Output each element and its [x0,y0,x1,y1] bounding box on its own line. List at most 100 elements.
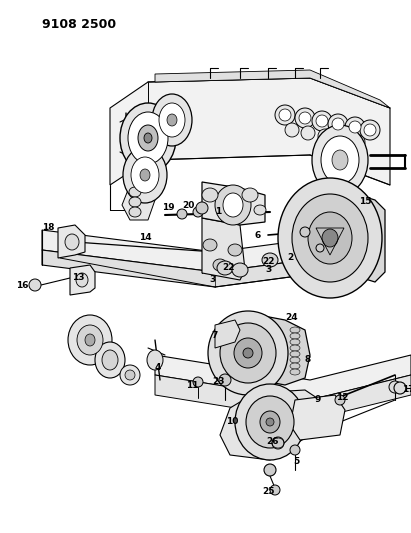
Polygon shape [202,218,245,280]
Text: 14: 14 [139,233,151,243]
Ellipse shape [129,207,141,217]
Ellipse shape [144,133,152,143]
Ellipse shape [220,323,276,383]
Ellipse shape [312,125,368,195]
Polygon shape [155,355,411,400]
Text: 18: 18 [42,223,54,232]
Ellipse shape [203,239,217,251]
Ellipse shape [332,118,344,130]
Ellipse shape [242,188,258,202]
Ellipse shape [159,103,185,137]
Ellipse shape [364,124,376,136]
Ellipse shape [76,273,88,287]
Ellipse shape [202,188,218,202]
Ellipse shape [228,244,242,256]
Text: 6: 6 [255,230,261,239]
Ellipse shape [65,234,79,250]
Circle shape [272,437,284,449]
Text: 8: 8 [305,356,311,365]
Ellipse shape [290,351,300,357]
Text: 10: 10 [226,417,238,426]
Ellipse shape [152,94,192,146]
Ellipse shape [196,202,208,214]
Polygon shape [122,185,155,220]
Text: 25: 25 [262,488,274,497]
Circle shape [300,227,310,237]
Ellipse shape [262,253,278,267]
Polygon shape [290,395,345,440]
Polygon shape [220,390,325,460]
Circle shape [120,365,140,385]
Text: 13: 13 [72,273,84,282]
Text: 5: 5 [293,457,299,466]
Text: 3: 3 [209,276,215,285]
Ellipse shape [208,311,288,395]
Text: 22: 22 [262,257,274,266]
Polygon shape [215,320,240,348]
Text: 24: 24 [286,313,298,322]
Circle shape [29,279,41,291]
Circle shape [177,209,187,219]
Text: 26: 26 [266,438,278,447]
Ellipse shape [316,115,328,127]
Ellipse shape [351,135,365,149]
Text: 12: 12 [336,393,348,402]
Ellipse shape [285,123,299,137]
Ellipse shape [295,108,315,128]
Ellipse shape [68,315,112,365]
Ellipse shape [147,350,163,370]
Ellipse shape [318,129,332,143]
Ellipse shape [223,193,243,217]
Ellipse shape [217,261,233,275]
Ellipse shape [95,342,125,378]
Text: 17: 17 [402,385,411,394]
Ellipse shape [322,229,338,247]
Polygon shape [155,70,390,108]
Circle shape [270,485,280,495]
Circle shape [335,395,345,405]
Circle shape [290,445,300,455]
Polygon shape [248,313,310,385]
Ellipse shape [290,339,300,345]
Circle shape [389,381,401,393]
Polygon shape [42,250,380,287]
Polygon shape [42,230,380,272]
Ellipse shape [290,345,300,351]
Ellipse shape [321,136,359,184]
Circle shape [193,207,203,217]
Text: 16: 16 [16,280,28,289]
Ellipse shape [85,334,95,346]
Ellipse shape [290,369,300,375]
Text: 22: 22 [222,263,234,272]
Text: 4: 4 [155,364,161,373]
Ellipse shape [167,114,177,126]
Text: 19: 19 [162,204,174,213]
Ellipse shape [215,185,251,225]
Ellipse shape [292,194,368,282]
Polygon shape [202,182,265,225]
Ellipse shape [123,147,167,203]
Ellipse shape [129,197,141,207]
Ellipse shape [360,120,380,140]
Ellipse shape [275,105,295,125]
Ellipse shape [232,263,248,277]
Polygon shape [58,225,85,258]
Ellipse shape [279,109,291,121]
Polygon shape [330,186,385,282]
Ellipse shape [129,187,141,197]
Polygon shape [70,265,95,295]
Ellipse shape [246,396,294,448]
Ellipse shape [120,103,176,173]
Circle shape [193,377,203,387]
Ellipse shape [77,325,103,355]
Ellipse shape [345,117,365,137]
Ellipse shape [349,121,361,133]
Text: 23: 23 [212,377,224,386]
Text: 7: 7 [212,330,218,340]
Circle shape [264,464,276,476]
Ellipse shape [301,126,315,140]
Ellipse shape [243,348,253,358]
Ellipse shape [234,338,262,368]
Ellipse shape [235,384,305,460]
Ellipse shape [332,150,348,170]
